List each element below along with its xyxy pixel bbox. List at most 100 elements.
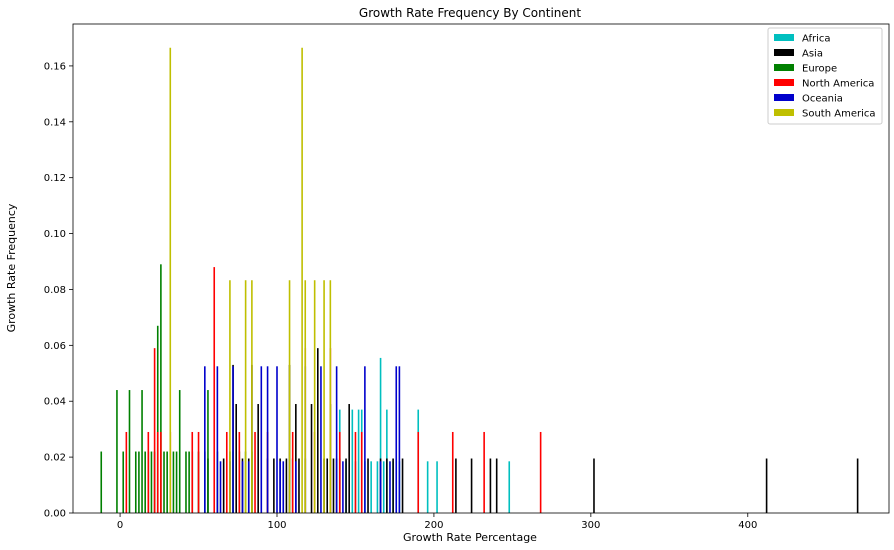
x-tick-label: 0: [117, 520, 123, 531]
bar-north-america-18: [354, 431, 357, 513]
bar-asia-26: [348, 404, 350, 513]
bars-layer: [100, 47, 859, 513]
bar-north-america-20: [417, 431, 420, 513]
bar-africa-10: [382, 461, 385, 513]
bar-north-america-23: [539, 431, 542, 513]
bar-oceania-4: [232, 366, 234, 513]
bar-oceania-16: [342, 461, 344, 513]
bar-oceania-8: [266, 366, 269, 513]
y-axis: 0.00 0.02 0.04 0.06 0.08 0.10 0.12 0.14 0.16: [44, 61, 73, 520]
bar-north-america-2: [153, 348, 156, 513]
bar-north-america-8: [213, 267, 216, 513]
bar-north-america-17: [338, 431, 341, 513]
bar-oceania-0: [204, 366, 206, 513]
bar-asia-33: [470, 458, 473, 513]
x-tick-label: 200: [424, 520, 443, 531]
bar-asia-25: [345, 458, 347, 513]
bar-asia-37: [765, 458, 768, 513]
bar-oceania-11: [282, 461, 285, 513]
bar-europe-1: [116, 390, 118, 513]
bar-oceania-14: [320, 366, 322, 513]
legend-frame: [767, 27, 883, 125]
bar-oceania-9: [276, 366, 278, 513]
bar-africa-4: [357, 409, 360, 513]
bar-oceania-10: [279, 461, 281, 513]
bar-north-america-6: [191, 431, 194, 513]
bar-north-america-7: [197, 431, 200, 513]
bar-europe-19: [188, 451, 190, 513]
legend-label: South America: [802, 109, 876, 120]
bar-south-america-2: [244, 280, 247, 513]
bar-europe-2: [122, 451, 125, 513]
bar-europe-23: [207, 390, 209, 513]
bar-oceania-12: [295, 461, 297, 513]
bar-south-america-7: [313, 280, 316, 513]
bar-north-america-21: [451, 431, 454, 513]
bar-asia-29: [386, 458, 388, 513]
legend-swatch-north-america: [774, 79, 794, 86]
legend-swatch-africa: [774, 34, 794, 41]
bar-north-america-10: [238, 431, 241, 513]
x-tick-label: 300: [581, 520, 600, 531]
bar-south-america-3: [251, 280, 253, 513]
bar-asia-36: [593, 458, 595, 513]
bar-africa-7: [370, 461, 372, 513]
bar-south-america-1: [229, 280, 231, 513]
bar-oceania-5: [241, 461, 244, 513]
bar-africa-16: [436, 461, 438, 513]
bar-europe-6: [141, 390, 143, 513]
bar-asia-38: [856, 458, 859, 513]
bar-europe-4: [134, 451, 137, 513]
y-axis-label: Growth Rate Frequency: [5, 203, 18, 332]
bar-europe-18: [185, 451, 187, 513]
bar-asia-1: [222, 458, 225, 513]
bar-asia-14: [295, 404, 297, 513]
bar-oceania-6: [247, 461, 250, 513]
bar-north-america-4: [160, 431, 162, 513]
bar-africa-15: [426, 461, 429, 513]
bar-oceania-7: [260, 366, 263, 513]
bar-north-america-9: [225, 431, 228, 513]
bar-south-america-0: [169, 47, 172, 513]
x-axis-label: Growth Rate Percentage: [403, 531, 537, 544]
bar-north-america-13: [291, 431, 294, 513]
y-tick-label: 0.10: [44, 229, 66, 240]
bar-asia-34: [489, 458, 492, 513]
bar-asia-22: [332, 458, 335, 513]
bar-asia-15: [298, 458, 300, 513]
legend: Africa Asia Europe North America Oceania Sout…: [767, 27, 883, 125]
legend-swatch-europe: [774, 64, 794, 71]
bar-europe-13: [163, 451, 165, 513]
plot-frame: [72, 23, 890, 514]
y-tick-label: 0.16: [44, 61, 66, 72]
legend-label: Asia: [802, 49, 823, 60]
bar-south-america-9: [329, 280, 332, 513]
y-tick-label: 0.02: [44, 453, 66, 464]
bar-europe-0: [100, 451, 103, 513]
bar-europe-12: [160, 264, 162, 513]
bar-europe-14: [166, 451, 168, 513]
bar-europe-5: [138, 451, 140, 513]
chart-title: Growth Rate Frequency By Continent: [359, 6, 581, 20]
bar-north-america-19: [360, 431, 363, 513]
y-tick-label: 0.08: [44, 285, 66, 296]
bar-asia-18: [317, 348, 319, 513]
bar-oceania-15: [335, 366, 338, 513]
y-tick-label: 0.00: [44, 509, 66, 520]
legend-label: Europe: [802, 64, 837, 75]
bar-north-america-3: [156, 431, 159, 513]
bar-south-america-5: [301, 47, 303, 513]
x-tick-label: 100: [267, 520, 286, 531]
bar-asia-20: [326, 458, 329, 513]
bar-africa-9: [379, 357, 382, 513]
y-tick-label: 0.14: [44, 117, 66, 128]
bar-south-america-8: [323, 280, 325, 513]
bar-north-america-1: [147, 431, 150, 513]
bar-europe-17: [178, 390, 181, 513]
bar-asia-9: [273, 458, 275, 513]
legend-label: North America: [802, 79, 874, 90]
bar-asia-17: [310, 404, 313, 513]
bar-asia-3: [235, 404, 237, 513]
bar-europe-11: [156, 325, 159, 513]
